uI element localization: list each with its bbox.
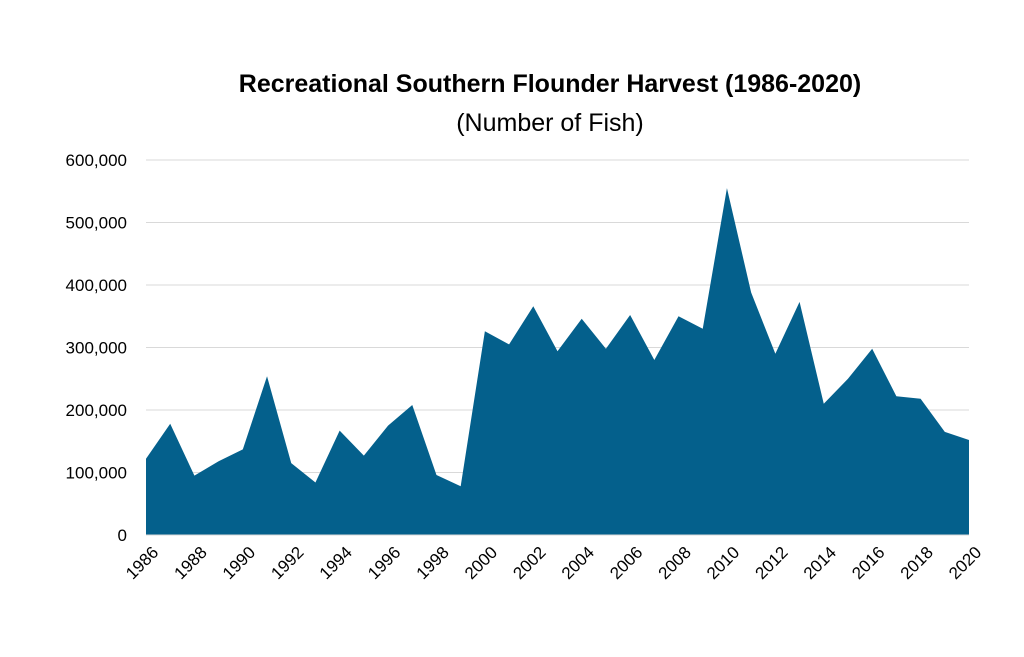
x-tick-label: 2010 [703, 543, 743, 583]
x-axis: 1986 1988 1990 1992 1994 1996 1998 2000 2002 2004… [122, 534, 985, 583]
y-tick-label: 100,000 [66, 464, 127, 483]
y-tick-label: 500,000 [66, 214, 127, 233]
x-tick-label: 1992 [267, 543, 307, 583]
y-tick-label: 0 [118, 526, 127, 545]
area-series-fill [146, 188, 969, 535]
chart-subtitle: (Number of Fish) [456, 109, 644, 137]
y-tick-label: 300,000 [66, 339, 127, 358]
x-tick-label: 2006 [606, 543, 646, 583]
x-tick-label: 1998 [413, 543, 453, 583]
y-tick-label: 400,000 [66, 276, 127, 295]
x-tick-label: 2014 [800, 543, 840, 583]
y-tick-label: 600,000 [66, 151, 127, 170]
x-tick-label: 2004 [558, 543, 598, 583]
x-tick-label: 2012 [751, 543, 791, 583]
x-tick-label: 2016 [848, 543, 888, 583]
x-tick-label: 2020 [945, 543, 985, 583]
y-axis: 0 100,000 200,000 300,000 400,000 500,000 600,… [66, 151, 127, 545]
area-series [146, 188, 969, 535]
x-tick-label: 2008 [655, 543, 695, 583]
x-tick-label: 1994 [316, 543, 356, 583]
x-tick-label: 2002 [509, 543, 549, 583]
chart-title: Recreational Southern Flounder Harvest (… [239, 70, 861, 98]
x-tick-label: 1986 [122, 543, 162, 583]
y-tick-label: 200,000 [66, 401, 127, 420]
x-tick-label: 2000 [461, 543, 501, 583]
x-tick-label: 2018 [897, 543, 937, 583]
x-tick-label: 1996 [364, 543, 404, 583]
x-tick-label: 1990 [219, 543, 259, 583]
x-tick-label: 1988 [171, 543, 211, 583]
